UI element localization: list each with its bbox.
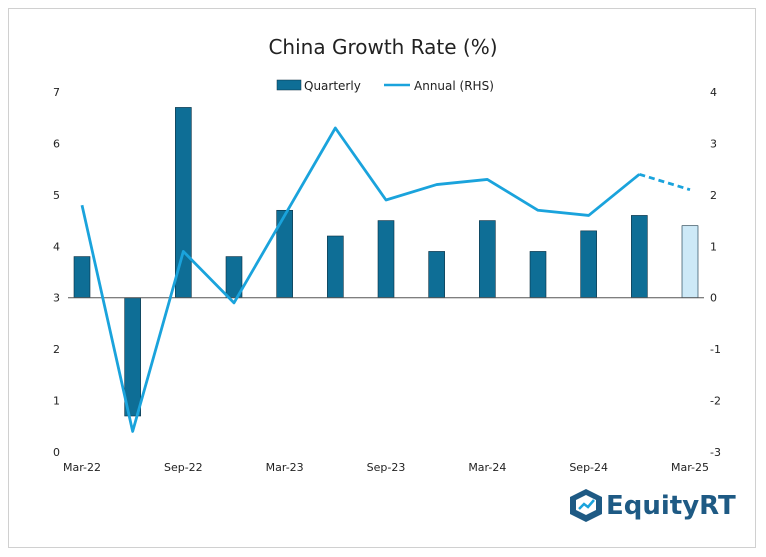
x-tick-label: Sep-24 (569, 461, 608, 474)
right-tick-label: -3 (710, 446, 721, 459)
bar-quarterly (124, 297, 141, 417)
annual-line-forecast (638, 172, 691, 192)
bar-quarterly (73, 256, 91, 299)
chart-title: China Growth Rate (%) (268, 35, 497, 59)
legend-label-quarterly: Quarterly (304, 79, 361, 93)
annual-line (80, 126, 691, 433)
right-tick-label: -2 (710, 395, 721, 408)
x-tick-label: Sep-23 (367, 461, 406, 474)
x-tick-label: Mar-25 (671, 461, 709, 474)
bar-quarterly (580, 230, 597, 299)
legend: Quarterly Annual (RHS) (276, 79, 494, 93)
left-tick-label: 2 (53, 343, 60, 356)
bar-quarterly (377, 220, 395, 299)
left-tick-label: 1 (53, 395, 60, 408)
bar-quarterly (479, 220, 496, 299)
x-tick-label: Mar-24 (468, 461, 506, 474)
logo-text: EquityRT (606, 491, 736, 521)
x-tick-label: Sep-22 (164, 461, 203, 474)
left-tick-label: 7 (53, 86, 60, 99)
right-tick-label: 3 (710, 137, 717, 150)
bar-quarterly (327, 235, 344, 299)
left-tick-label: 4 (53, 240, 60, 253)
legend-swatch-quarterly (276, 79, 302, 91)
x-tick-label: Mar-22 (63, 461, 101, 474)
annual-line-solid (80, 126, 641, 433)
equityrt-logo: EquityRT (570, 489, 736, 522)
bar-quarterly (428, 251, 445, 299)
left-tick-label: 0 (53, 446, 60, 459)
left-tick-label: 3 (53, 292, 60, 305)
equityrt-logo-icon (570, 489, 602, 522)
right-tick-label: 1 (710, 240, 717, 253)
bar-quarterly (681, 225, 699, 299)
right-tick-label: 2 (710, 189, 717, 202)
right-tick-label: 4 (710, 86, 717, 99)
bar-quarterly (631, 215, 648, 299)
legend-label-annual: Annual (RHS) (414, 79, 494, 93)
left-tick-label: 5 (53, 189, 60, 202)
left-tick-label: 6 (53, 137, 60, 150)
quarterly-bars (73, 107, 699, 417)
right-tick-label: -1 (710, 343, 721, 356)
bar-quarterly (529, 251, 547, 299)
x-tick-label: Mar-23 (266, 461, 304, 474)
left-axis: 0 1 2 3 4 5 6 7 (53, 86, 60, 459)
right-tick-label: 0 (710, 292, 717, 305)
right-axis: -3 -2 -1 0 1 2 3 4 (710, 86, 721, 459)
x-axis: Mar-22 Sep-22 Mar-23 Sep-23 Mar-24 Sep-24 Mar-… (63, 461, 709, 474)
